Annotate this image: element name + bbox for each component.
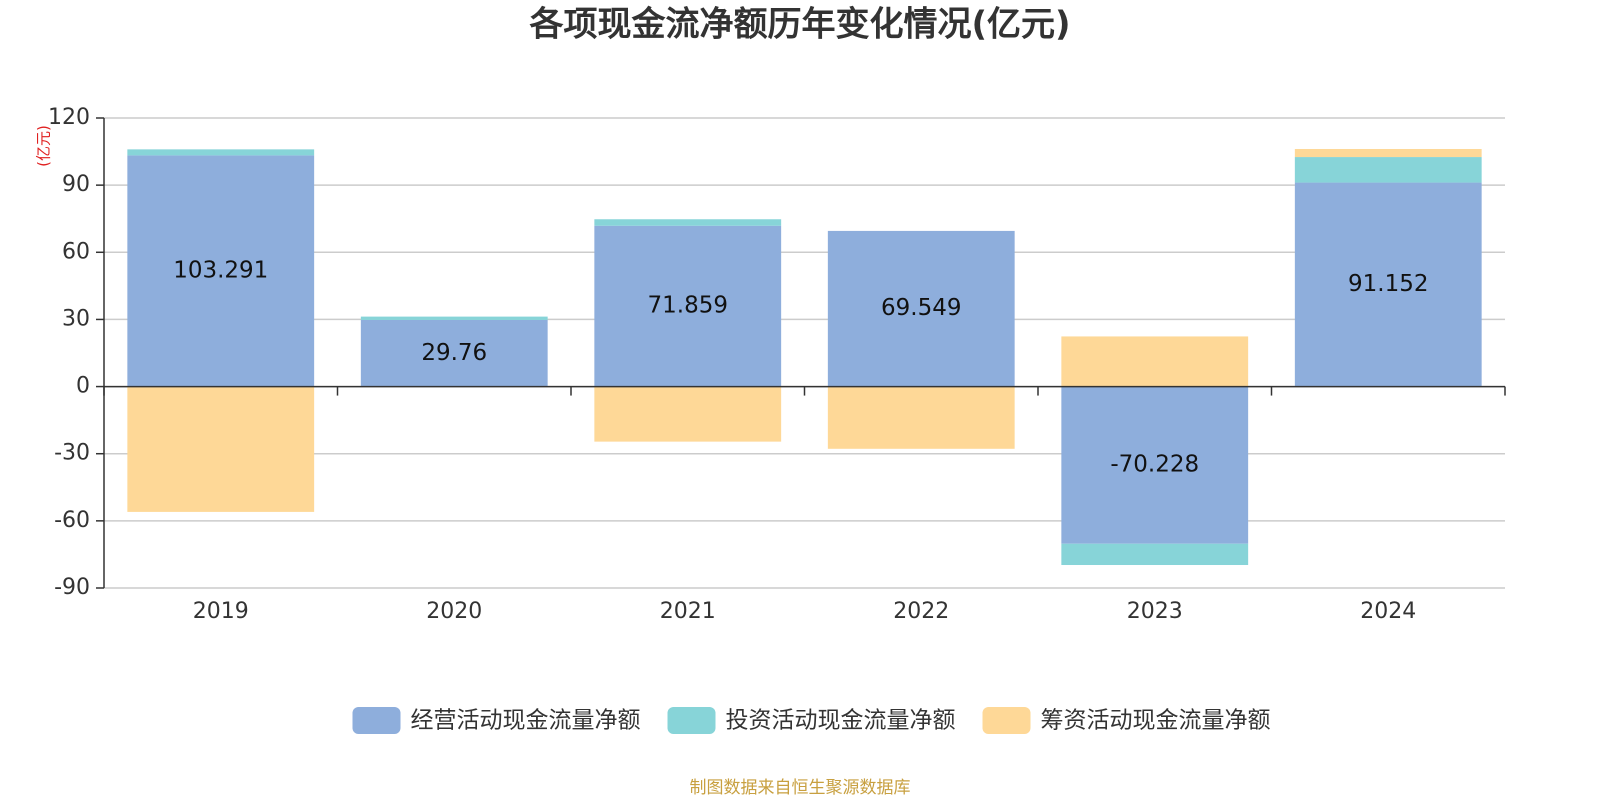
y-tick-label: 60 [62,239,90,264]
bar [1061,386,1249,544]
data-label: 69.549 [881,295,961,321]
data-label: 103.291 [173,257,268,283]
x-tick-label: 2019 [193,599,249,624]
bar [1294,182,1482,387]
bar [1061,336,1249,387]
bar [1294,157,1482,183]
y-tick-label: -60 [54,508,90,533]
data-label: 91.152 [1348,271,1428,297]
legend-swatch [352,707,401,734]
bar [827,230,1015,387]
bar [827,386,1015,449]
x-tick-label: 2021 [660,599,716,624]
data-label: 29.76 [421,340,487,366]
source-note: 制图数据来自恒生聚源数据库 [690,778,911,798]
legend-label: 投资活动现金流量净额 [726,708,956,734]
y-axis-label: (亿元) [35,125,53,167]
x-tick-label: 2020 [426,599,482,624]
data-label: -70.228 [1110,452,1199,478]
bar [1061,543,1249,566]
bar [594,225,782,387]
bar [594,386,782,442]
bar [360,316,548,320]
x-tick-label: 2022 [893,599,949,624]
bar [127,386,315,512]
y-tick-label: 90 [62,172,90,197]
legend-label: 经营活动现金流量净额 [411,708,641,734]
legend-swatch [667,707,716,734]
bar [594,219,782,226]
chart-title: 各项现金流净额历年变化情况(亿元) [529,5,1070,45]
x-tick-label: 2023 [1127,599,1183,624]
y-tick-label: -30 [54,441,90,466]
x-tick-label: 2024 [1360,599,1416,624]
y-tick-label: 0 [76,374,90,399]
bar [360,319,548,387]
y-tick-label: 30 [62,306,90,331]
bar [1294,148,1482,158]
y-tick-label: -90 [54,575,90,600]
bar [127,155,315,387]
legend-swatch [982,707,1031,734]
y-tick-label: 120 [48,105,90,130]
data-label: 71.859 [648,293,728,319]
legend-label: 筹资活动现金流量净额 [1041,708,1271,734]
bar [127,149,315,156]
